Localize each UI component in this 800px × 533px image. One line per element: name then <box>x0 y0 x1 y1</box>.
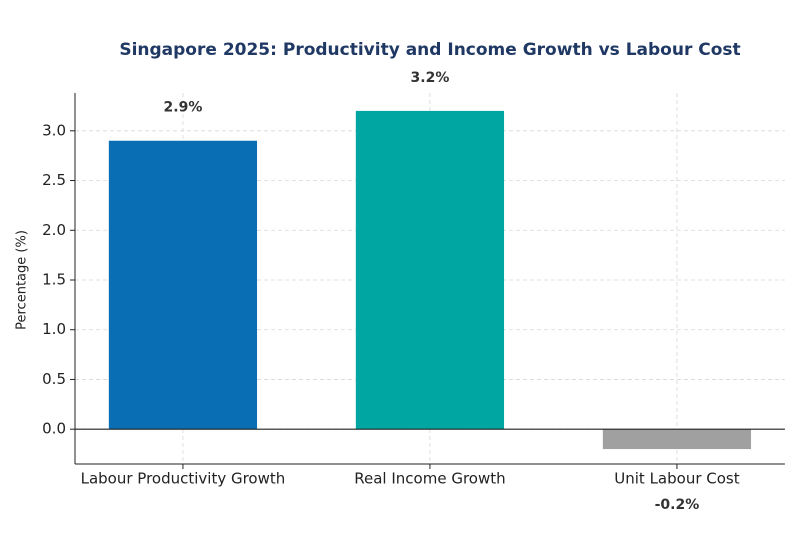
x-tick-label: Real Income Growth <box>354 470 505 488</box>
bar <box>355 110 505 430</box>
y-axis-label: Percentage (%) <box>15 230 30 330</box>
value-label: 2.9% <box>164 100 203 116</box>
chart-title: Singapore 2025: Productivity and Income … <box>119 40 740 60</box>
y-tick-label: 3.0 <box>42 121 66 139</box>
value-label: -0.2% <box>655 497 700 513</box>
value-label: 3.2% <box>411 70 450 86</box>
y-tick-label: 1.0 <box>42 320 66 338</box>
bar <box>602 429 752 450</box>
bar <box>108 140 258 430</box>
x-tick-label: Unit Labour Cost <box>614 470 739 488</box>
y-tick-label: 0.5 <box>42 370 66 388</box>
x-tick-label: Labour Productivity Growth <box>81 470 286 488</box>
y-tick-label: 0.0 <box>42 420 66 438</box>
y-tick-label: 2.0 <box>42 221 66 239</box>
y-tick-label: 2.5 <box>42 171 66 189</box>
y-tick-label: 1.5 <box>42 270 66 288</box>
